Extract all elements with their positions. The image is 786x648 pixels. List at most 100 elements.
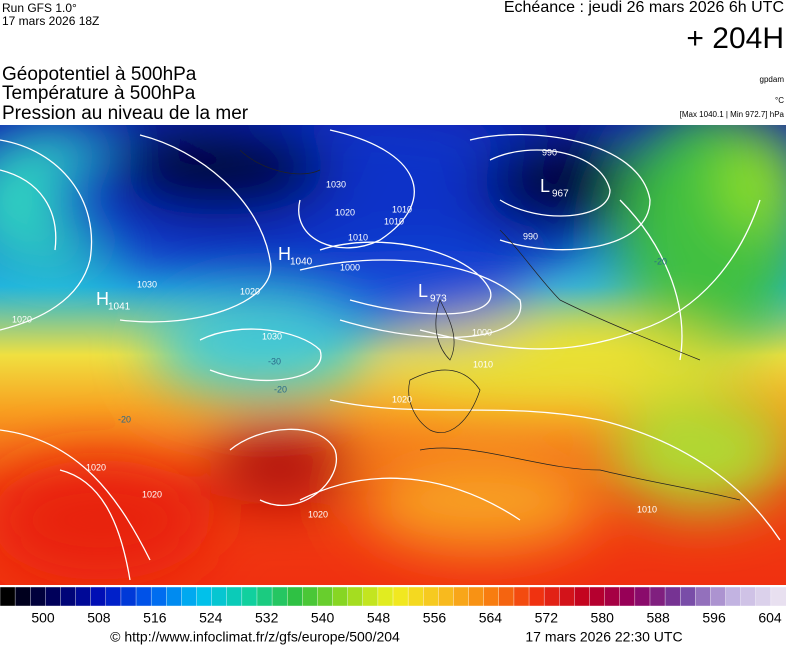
pressure-center-value: 1040 (290, 257, 313, 268)
colorbar-cell (740, 586, 757, 607)
colorbar-cell (468, 586, 485, 607)
isobar-label: 1020 (12, 314, 32, 324)
title-line: Géopotentiel à 500hPa (2, 64, 197, 85)
colorbar-cell (770, 586, 786, 607)
colorbar-tick-label: 564 (479, 610, 503, 626)
isobar-label: 1010 (348, 232, 368, 242)
temperature-label: -30 (268, 356, 281, 366)
colorbar-cell (755, 586, 772, 607)
colorbar-tick-label: 604 (758, 610, 782, 626)
colorbar-cell (317, 586, 334, 607)
colorbar-cell (166, 586, 183, 607)
colorbar-cell (60, 586, 77, 607)
run-date: 17 mars 2026 18Z (2, 14, 99, 28)
colorbar-tick-label: 500 (31, 610, 55, 626)
colorbar-cell (649, 586, 666, 607)
colorbar-tick-label: 516 (143, 610, 167, 626)
colorbar-cell (14, 586, 31, 607)
isobar-label: 1000 (340, 262, 360, 272)
colorbar-cell (498, 586, 515, 607)
colorbar-cell (30, 586, 47, 607)
coastlines (239, 149, 741, 501)
colorbar-tick-label: 540 (311, 610, 335, 626)
colorbar-cell (407, 586, 424, 607)
title-line: Pression au niveau de la mer (2, 103, 249, 124)
colorbar-tick-label: 572 (535, 610, 559, 626)
isobar-label: 990 (542, 147, 557, 157)
colorbar-tick-label: 508 (87, 610, 111, 626)
isobar-label: 1020 (308, 509, 328, 519)
colorbar: 500 508 516 524 532 540 548 556 564 572 580 588 596 6… (0, 586, 786, 626)
isobar-label: 1020 (86, 462, 106, 472)
colorbar-cell (181, 586, 198, 607)
isobar-label: 1010 (473, 359, 493, 369)
colorbar-cell (150, 586, 167, 607)
pressure-center-value: 1041 (108, 302, 131, 313)
run-label: Run GFS 1.0° (2, 1, 77, 15)
colorbar-cell (695, 586, 712, 607)
isobar-label: 1010 (392, 204, 412, 214)
isobar-label: 1000 (472, 327, 492, 337)
colorbar-cell (604, 586, 621, 607)
colorbar-cell (483, 586, 500, 607)
temperature-label: -20 (654, 256, 667, 266)
colorbar-cell (105, 586, 122, 607)
colorbar-cell (45, 586, 62, 607)
isobar-label: 1030 (262, 331, 282, 341)
colorbar-cell (241, 586, 258, 607)
colorbar-tick-label: 532 (255, 610, 279, 626)
colorbar-tick-label: 548 (367, 610, 391, 626)
colorbar-cell (423, 586, 440, 607)
colorbar-cell (679, 586, 697, 607)
colorbar-cell (377, 586, 394, 607)
colorbar-tick-label: 588 (646, 610, 670, 626)
colorbar-cell (90, 586, 107, 607)
colorbar-cell (589, 586, 606, 607)
colorbar-cell (543, 586, 560, 607)
unit-label: gpdam (760, 75, 785, 84)
isobar-label: 1030 (326, 179, 346, 189)
isobar-label: 990 (523, 231, 538, 241)
colorbar-cell (362, 586, 379, 607)
colorbar-tick-label: 580 (591, 610, 615, 626)
colorbar-cell (453, 586, 470, 607)
footer-source: © http://www.infoclimat.fr/z/gfs/europe/… (110, 629, 400, 645)
colorbar-cell (528, 586, 545, 607)
isobar-label: 1020 (335, 207, 355, 217)
isobar-label: 1010 (384, 216, 404, 226)
isobar-label: 1020 (392, 394, 412, 404)
colorbar-cell (286, 586, 304, 607)
footer-date: 17 mars 2026 22:30 UTC (525, 629, 682, 645)
echeance: Echéance : jeudi 26 mars 2026 6h UTC (504, 0, 784, 16)
colorbar-cell (559, 586, 576, 607)
isobars (0, 129, 781, 581)
colorbar-cell (347, 586, 364, 607)
temperature-label: -20 (118, 414, 131, 424)
colorbar-cell (271, 586, 288, 607)
colorbar-cell (120, 586, 137, 607)
colorbar-cell (226, 586, 243, 607)
isobar-label: 1010 (637, 504, 657, 514)
colorbar-cell (619, 586, 636, 607)
colorbar-cell (438, 586, 455, 607)
colorbar-cell (75, 586, 92, 607)
colorbar-cell (0, 586, 16, 607)
colorbar-tick-label: 596 (702, 610, 726, 626)
unit-label: [Max 1040.1 | Min 972.7] hPa (680, 110, 785, 119)
lead-time: + 204H (686, 22, 784, 55)
pressure-center-letter: L (418, 281, 428, 301)
isobar-label: 1020 (142, 489, 162, 499)
temperature-label: -20 (274, 384, 287, 394)
colorbar-cell (664, 586, 681, 607)
pressure-center-letter: H (278, 244, 291, 264)
colorbar-cell (513, 586, 530, 607)
title-line: Température à 500hPa (2, 83, 196, 104)
isobar-label: 1030 (137, 279, 157, 289)
colorbar-cell (574, 586, 591, 607)
colorbar-cell (392, 586, 409, 607)
pressure-center-value: 967 (552, 189, 569, 200)
colorbar-tick-label: 556 (423, 610, 447, 626)
